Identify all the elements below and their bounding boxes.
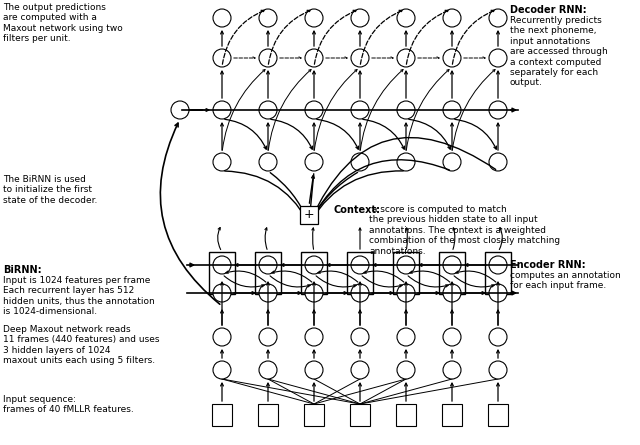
Circle shape	[397, 9, 415, 27]
Bar	[209, 252, 235, 294]
Circle shape	[305, 49, 323, 67]
Circle shape	[443, 101, 461, 119]
Circle shape	[489, 9, 507, 27]
Text: Context:: Context:	[334, 205, 381, 215]
Circle shape	[259, 153, 277, 171]
Circle shape	[443, 153, 461, 171]
Circle shape	[489, 361, 507, 379]
Bar	[212, 404, 232, 426]
Bar	[304, 404, 324, 426]
Circle shape	[351, 49, 369, 67]
Circle shape	[171, 101, 189, 119]
Circle shape	[489, 284, 507, 302]
Bar	[396, 404, 416, 426]
Circle shape	[213, 153, 231, 171]
Circle shape	[305, 153, 323, 171]
Circle shape	[351, 256, 369, 274]
Circle shape	[397, 284, 415, 302]
Circle shape	[397, 328, 415, 346]
Bar	[255, 252, 281, 294]
Circle shape	[259, 101, 277, 119]
Circle shape	[351, 9, 369, 27]
Circle shape	[259, 361, 277, 379]
Circle shape	[259, 284, 277, 302]
Bar	[350, 404, 370, 426]
Circle shape	[443, 9, 461, 27]
Circle shape	[351, 328, 369, 346]
Bar	[442, 404, 462, 426]
Text: Input sequence:
frames of 40 fMLLR features.: Input sequence: frames of 40 fMLLR featu…	[3, 395, 134, 414]
Circle shape	[489, 49, 507, 67]
Bar	[301, 252, 327, 294]
Circle shape	[351, 284, 369, 302]
Circle shape	[489, 101, 507, 119]
Circle shape	[259, 49, 277, 67]
Text: The BiRNN is used
to initialize the first
state of the decoder.: The BiRNN is used to initialize the firs…	[3, 175, 97, 205]
Circle shape	[259, 328, 277, 346]
Text: Deep Maxout network reads
11 frames (440 features) and uses
3 hidden layers of 1: Deep Maxout network reads 11 frames (440…	[3, 325, 159, 365]
Circle shape	[443, 256, 461, 274]
Circle shape	[305, 256, 323, 274]
Circle shape	[305, 328, 323, 346]
Circle shape	[489, 256, 507, 274]
Circle shape	[305, 361, 323, 379]
Circle shape	[305, 284, 323, 302]
Circle shape	[443, 361, 461, 379]
Circle shape	[397, 101, 415, 119]
Circle shape	[351, 361, 369, 379]
Text: a score is computed to match
the previous hidden state to all input
annotations.: a score is computed to match the previou…	[369, 205, 560, 255]
Bar	[439, 252, 465, 294]
Circle shape	[213, 101, 231, 119]
Text: Encoder RNN:: Encoder RNN:	[510, 260, 586, 270]
Bar	[485, 252, 511, 294]
Circle shape	[351, 101, 369, 119]
Text: computes an annotation
for each input frame.: computes an annotation for each input fr…	[510, 271, 621, 291]
Bar	[347, 252, 373, 294]
Circle shape	[397, 361, 415, 379]
Text: Decoder RNN:: Decoder RNN:	[510, 5, 587, 15]
Circle shape	[259, 256, 277, 274]
Circle shape	[259, 9, 277, 27]
Bar	[393, 252, 419, 294]
Circle shape	[443, 49, 461, 67]
Circle shape	[489, 328, 507, 346]
Bar	[300, 206, 318, 224]
Circle shape	[397, 49, 415, 67]
Bar	[258, 404, 278, 426]
Circle shape	[351, 153, 369, 171]
Circle shape	[213, 49, 231, 67]
Circle shape	[213, 256, 231, 274]
Circle shape	[213, 9, 231, 27]
Text: BiRNN:: BiRNN:	[3, 265, 42, 275]
Circle shape	[397, 153, 415, 171]
Bar	[488, 404, 508, 426]
Circle shape	[443, 328, 461, 346]
Circle shape	[397, 256, 415, 274]
Circle shape	[305, 9, 323, 27]
Circle shape	[305, 101, 323, 119]
Text: +: +	[304, 209, 314, 222]
Circle shape	[443, 284, 461, 302]
Circle shape	[213, 284, 231, 302]
Text: The output predictions
are computed with a
Maxout network using two
filters per : The output predictions are computed with…	[3, 3, 123, 43]
Circle shape	[213, 361, 231, 379]
Text: Input is 1024 features per frame
Each recurrent layer has 512
hidden units, thus: Input is 1024 features per frame Each re…	[3, 276, 155, 316]
Circle shape	[489, 153, 507, 171]
Circle shape	[213, 328, 231, 346]
Text: Recurrently predicts
the next phoneme,
input annotations
are accessed through
a : Recurrently predicts the next phoneme, i…	[510, 16, 608, 87]
